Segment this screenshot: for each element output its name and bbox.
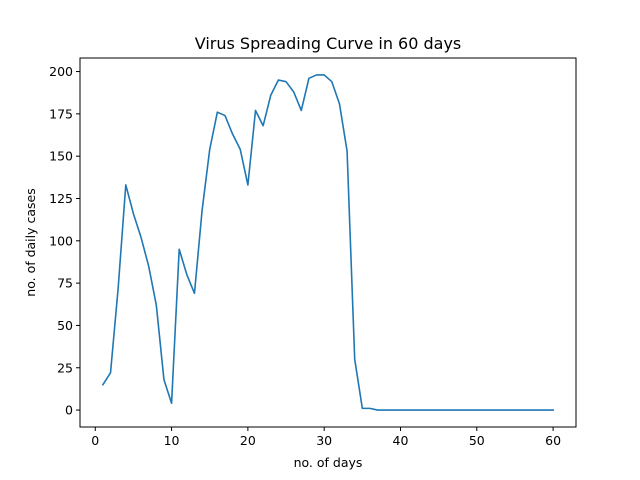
y-tick-label: 100 [49, 233, 73, 248]
x-tick-label: 20 [240, 433, 256, 448]
x-tick-label: 50 [469, 433, 485, 448]
y-tick-label: 75 [57, 276, 73, 291]
y-axis-label: no. of daily cases [23, 188, 38, 296]
y-tick-label: 0 [65, 403, 73, 418]
x-tick-label: 10 [164, 433, 180, 448]
y-tick-label: 125 [49, 191, 73, 206]
x-tick-label: 40 [393, 433, 409, 448]
x-tick-label: 30 [316, 433, 332, 448]
y-tick-label: 50 [57, 318, 73, 333]
y-axis-ticks: 0 25 50 75 100 125 150 175 200 [49, 64, 80, 418]
chart-title: Virus Spreading Curve in 60 days [195, 34, 462, 53]
x-tick-label: 0 [91, 433, 99, 448]
y-tick-label: 175 [49, 106, 73, 121]
series-line [101, 74, 554, 411]
x-axis-ticks: 0 10 20 30 40 50 60 [91, 427, 561, 448]
y-tick-label: 150 [49, 149, 73, 164]
x-tick-label: 60 [545, 433, 561, 448]
plot-frame [79, 57, 577, 428]
plot-area [79, 57, 577, 428]
y-tick-label: 25 [57, 360, 73, 375]
x-axis-label: no. of days [294, 455, 363, 470]
y-tick-label: 200 [49, 64, 73, 79]
